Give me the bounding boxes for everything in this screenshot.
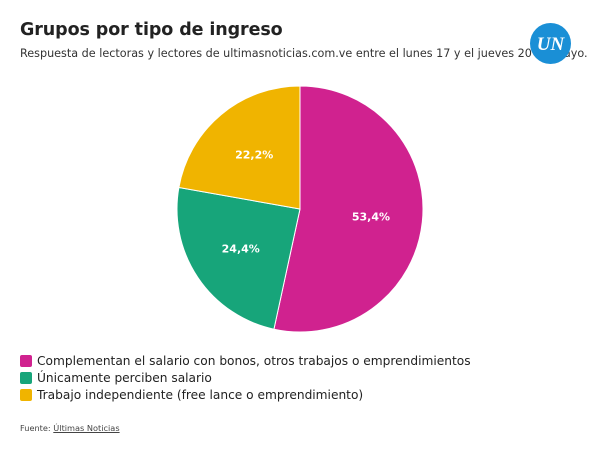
pie-slice[interactable] (273, 85, 424, 333)
un-logo-circle (530, 23, 571, 64)
pie-labels: 53,4% 24,4% 22,2% (222, 148, 390, 255)
legend: Complementan el salario con bonos, otros… (20, 352, 471, 403)
slice-data-label: 22,2% (235, 148, 273, 161)
source-link[interactable]: Últimas Noticias (53, 423, 120, 433)
legend-item[interactable]: Complementan el salario con bonos, otros… (20, 352, 471, 369)
legend-swatch (20, 371, 32, 384)
chart-subtitle: Respuesta de lectoras y lectores de ulti… (20, 47, 588, 60)
legend-item[interactable]: Únicamente perciben salario (20, 369, 471, 386)
chart-title: Grupos por tipo de ingreso (20, 20, 283, 40)
legend-label: Únicamente perciben salario (37, 370, 212, 385)
un-logo-text: UN (537, 34, 566, 55)
pie-slice[interactable] (176, 186, 301, 330)
legend-label: Complementan el salario con bonos, otros… (37, 353, 471, 368)
slice-data-label: 24,4% (222, 243, 260, 256)
legend-item[interactable]: Trabajo independiente (free lance o empr… (20, 386, 471, 403)
source-prefix: Fuente: (20, 423, 54, 433)
legend-swatch (20, 388, 32, 401)
pie-slice[interactable] (178, 85, 301, 210)
un-logo: UN (530, 23, 571, 64)
legend-swatch (20, 354, 32, 367)
slice-data-label: 53,4% (352, 211, 390, 224)
legend-label: Trabajo independiente (free lance o empr… (37, 387, 364, 402)
pie-slices (176, 85, 424, 333)
source-footer: Fuente: Últimas Noticias (20, 423, 120, 433)
